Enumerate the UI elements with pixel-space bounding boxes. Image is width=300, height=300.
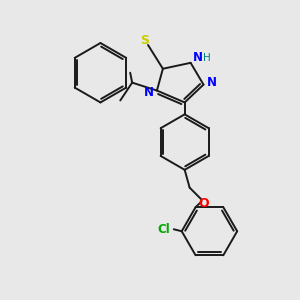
- Text: O: O: [198, 197, 209, 210]
- Text: N: N: [144, 86, 154, 99]
- Text: Cl: Cl: [158, 223, 170, 236]
- Text: N: N: [193, 51, 202, 64]
- Text: H: H: [202, 53, 210, 63]
- Text: N: N: [206, 76, 216, 89]
- Text: S: S: [140, 34, 149, 46]
